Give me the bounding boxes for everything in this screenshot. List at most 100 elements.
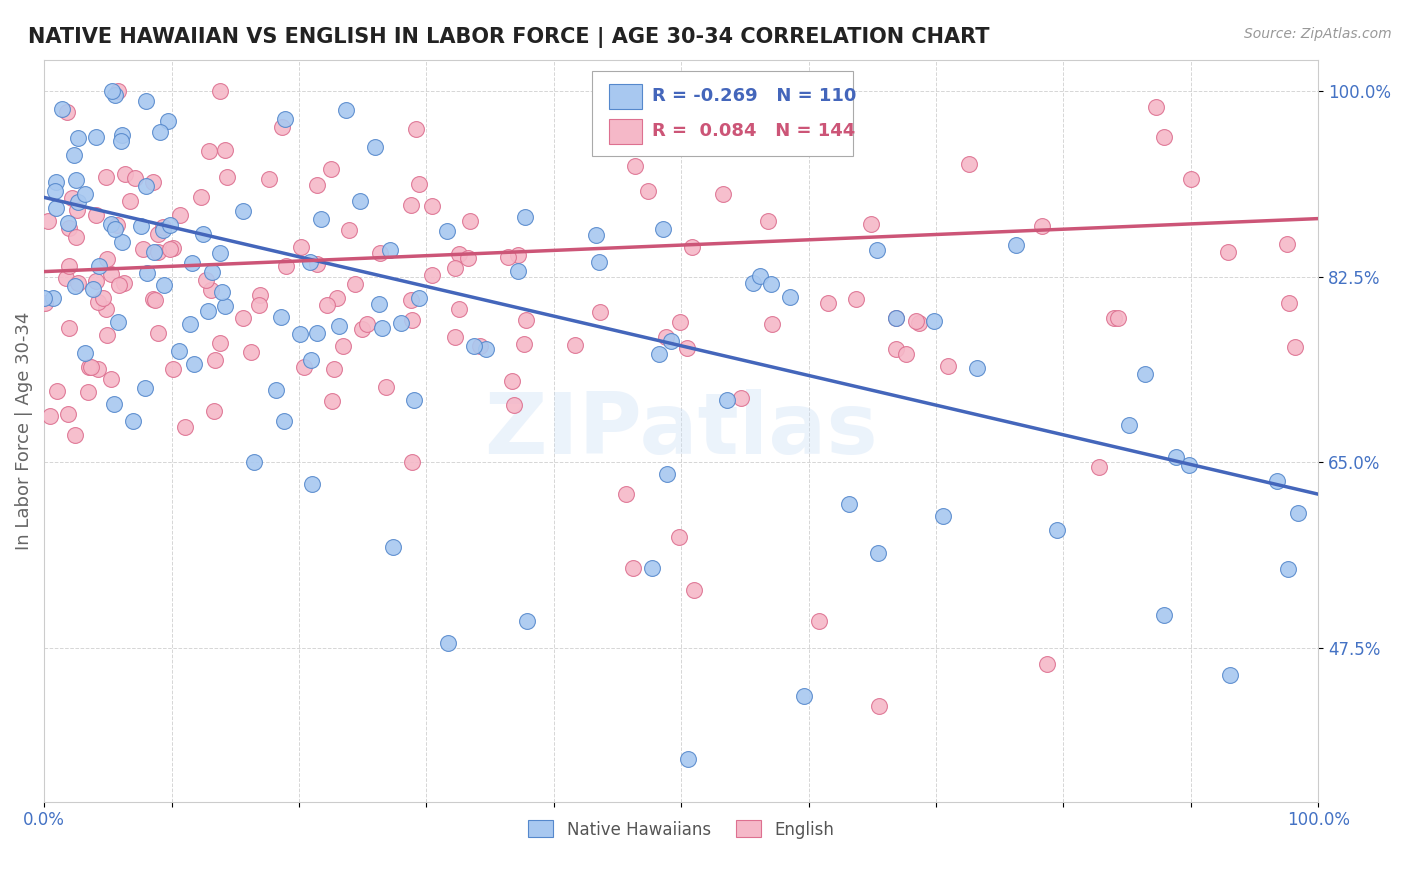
- Point: [1277, 237, 1299, 252]
- Point: [352, 321, 374, 335]
- Point: [515, 313, 537, 327]
- Point: [1277, 562, 1299, 576]
- Point: [270, 310, 292, 324]
- Point: [624, 159, 647, 173]
- Point: [214, 299, 236, 313]
- Point: [748, 269, 770, 284]
- Point: [1286, 506, 1309, 520]
- Point: [288, 326, 311, 341]
- Point: [475, 342, 498, 356]
- Point: [1166, 450, 1188, 464]
- Point: [55, 270, 77, 285]
- Point: [761, 317, 783, 331]
- Point: [107, 315, 129, 329]
- Point: [247, 298, 270, 312]
- Point: [146, 326, 169, 341]
- Text: R =  0.084   N = 144: R = 0.084 N = 144: [652, 122, 855, 140]
- Y-axis label: In Labor Force | Age 30-34: In Labor Force | Age 30-34: [15, 311, 32, 549]
- Point: [301, 476, 323, 491]
- Point: [868, 699, 890, 714]
- Point: [817, 296, 839, 310]
- Point: [759, 277, 782, 292]
- Point: [96, 169, 118, 184]
- Point: [94, 302, 117, 317]
- Point: [1216, 245, 1239, 260]
- Point: [111, 235, 134, 249]
- Point: [443, 330, 465, 344]
- Point: [191, 227, 214, 241]
- Point: [1118, 418, 1140, 433]
- Point: [104, 87, 127, 102]
- Point: [405, 122, 427, 136]
- Point: [108, 277, 131, 292]
- Point: [143, 244, 166, 259]
- Point: [807, 615, 830, 629]
- Point: [884, 343, 907, 357]
- Point: [159, 242, 181, 256]
- Point: [51, 102, 73, 116]
- Point: [343, 277, 366, 292]
- Point: [104, 222, 127, 236]
- Point: [908, 316, 931, 330]
- Point: [67, 276, 90, 290]
- Point: [243, 455, 266, 469]
- Point: [922, 314, 945, 328]
- Point: [436, 224, 458, 238]
- Point: [60, 191, 83, 205]
- Point: [588, 254, 610, 268]
- Point: [34, 291, 56, 305]
- Point: [62, 147, 84, 161]
- Point: [640, 561, 662, 575]
- Point: [437, 635, 460, 649]
- Point: [845, 292, 868, 306]
- Point: [153, 278, 176, 293]
- Point: [76, 385, 98, 400]
- Point: [506, 264, 529, 278]
- Point: [157, 114, 180, 128]
- Point: [1135, 367, 1157, 381]
- Point: [1153, 129, 1175, 144]
- Point: [44, 185, 66, 199]
- Point: [292, 359, 315, 374]
- Legend: Native Hawaiians, English: Native Hawaiians, English: [522, 814, 841, 846]
- Point: [96, 252, 118, 267]
- Point: [894, 346, 917, 360]
- Point: [135, 95, 157, 109]
- Point: [232, 204, 254, 219]
- Point: [311, 211, 333, 226]
- Point: [120, 194, 142, 208]
- Point: [420, 268, 443, 282]
- Point: [449, 247, 471, 261]
- Point: [502, 398, 524, 412]
- Point: [80, 360, 103, 375]
- Point: [58, 259, 80, 273]
- Point: [204, 353, 226, 368]
- Point: [66, 194, 89, 209]
- Point: [107, 84, 129, 98]
- Point: [408, 291, 430, 305]
- Text: Source: ZipAtlas.com: Source: ZipAtlas.com: [1244, 27, 1392, 41]
- Point: [730, 84, 752, 98]
- Point: [180, 256, 202, 270]
- Point: [321, 394, 343, 409]
- Point: [58, 220, 80, 235]
- Point: [66, 203, 89, 218]
- Point: [266, 383, 288, 397]
- Point: [305, 326, 328, 340]
- Point: [87, 260, 110, 274]
- Point: [136, 266, 159, 280]
- Point: [87, 361, 110, 376]
- Point: [614, 487, 637, 501]
- Point: [349, 194, 371, 208]
- Point: [274, 259, 297, 273]
- Point: [1107, 311, 1129, 326]
- Point: [793, 689, 815, 703]
- Point: [884, 310, 907, 325]
- Point: [209, 336, 232, 351]
- Point: [648, 347, 671, 361]
- FancyBboxPatch shape: [609, 119, 641, 145]
- Point: [382, 540, 405, 554]
- Point: [146, 227, 169, 241]
- Point: [56, 216, 79, 230]
- Point: [111, 128, 134, 142]
